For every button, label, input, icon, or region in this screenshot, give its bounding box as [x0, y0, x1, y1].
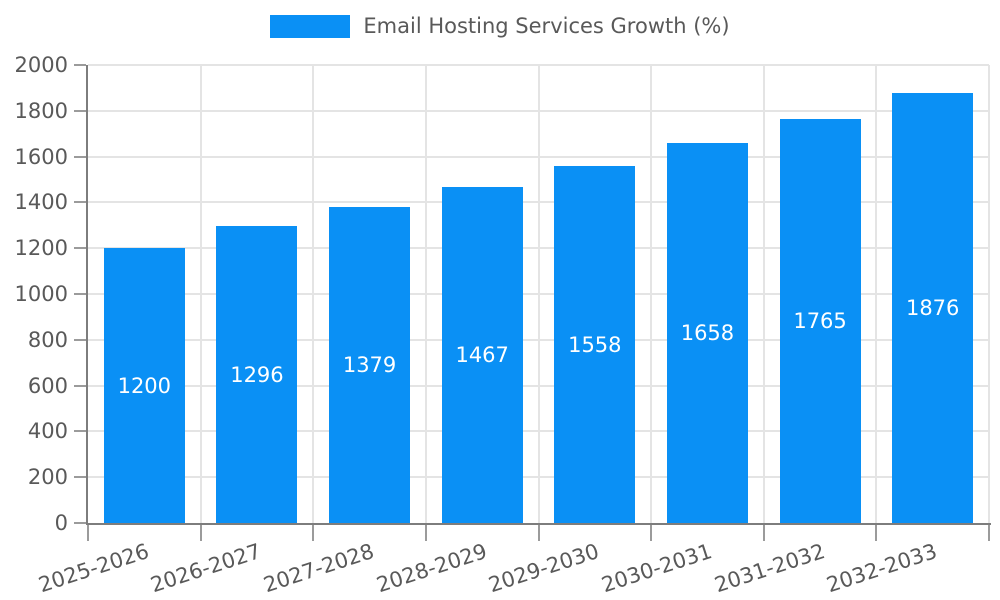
- y-tick: [74, 201, 86, 204]
- y-tick: [74, 338, 86, 341]
- y-tick: [74, 109, 86, 112]
- y-tick-label: 2000: [14, 53, 68, 77]
- y-tick: [74, 430, 86, 433]
- x-tick: [762, 523, 765, 541]
- x-tick: [312, 523, 315, 541]
- v-gridline: [312, 65, 315, 523]
- y-tick: [74, 64, 86, 66]
- bar-value-label: 1765: [793, 309, 847, 333]
- bar: 1379: [329, 207, 411, 523]
- v-gridline: [875, 65, 878, 523]
- y-tick: [74, 155, 86, 158]
- y-axis-spine: [86, 65, 88, 525]
- y-tick: [74, 384, 86, 387]
- y-tick-label: 800: [27, 327, 68, 352]
- x-category-label: 2026-2027: [148, 539, 265, 598]
- bar: 1558: [554, 166, 636, 523]
- x-category-label: 2030-2031: [598, 539, 715, 598]
- bar-value-label: 1379: [342, 353, 397, 377]
- bar: 1467: [441, 187, 523, 523]
- bar-value-label: 1876: [905, 296, 960, 320]
- y-tick: [74, 522, 86, 524]
- v-gridline: [199, 65, 202, 523]
- bar: 1200: [103, 248, 185, 523]
- y-tick-label: 600: [27, 373, 68, 398]
- v-gridline: [988, 65, 990, 523]
- bar-value-label: 1658: [680, 321, 735, 345]
- y-tick-label: 400: [27, 419, 68, 444]
- y-tick: [74, 247, 86, 250]
- legend-label: Email Hosting Services Growth (%): [363, 14, 730, 38]
- bar-value-label: 1558: [568, 332, 622, 357]
- bar: 1296: [216, 226, 298, 523]
- bar: 1658: [666, 143, 748, 523]
- v-gridline: [762, 65, 765, 523]
- v-gridline: [650, 65, 653, 523]
- y-tick-label: 200: [27, 465, 68, 490]
- x-tick: [87, 523, 89, 541]
- y-tick-label: 1200: [14, 236, 68, 261]
- y-tick-label: 1800: [14, 98, 68, 123]
- y-tick-label: 0: [54, 511, 68, 535]
- bar: 1876: [892, 93, 974, 523]
- y-tick-label: 1600: [14, 144, 68, 169]
- x-tick: [537, 523, 540, 541]
- bar-value-label: 1200: [117, 373, 172, 398]
- y-tick: [74, 293, 86, 295]
- y-tick-label: 1000: [14, 282, 68, 306]
- x-tick: [875, 523, 878, 541]
- x-category-label: 2027-2028: [260, 539, 377, 598]
- x-category-label: 2025-2026: [35, 539, 152, 598]
- x-tick: [988, 523, 990, 541]
- x-category-label: 2029-2030: [485, 539, 603, 598]
- bar-value-label: 1467: [455, 343, 509, 367]
- y-tick-label: 1400: [14, 190, 68, 215]
- x-axis-spine: [86, 523, 991, 525]
- legend: Email Hosting Services Growth (%): [0, 14, 1000, 38]
- x-tick: [424, 523, 427, 541]
- bar: 1765: [779, 119, 861, 523]
- bar-value-label: 1296: [230, 362, 284, 387]
- v-gridline: [424, 65, 427, 523]
- plot-area: 0 200 400 600 800 1000 1200 1400 1600 1800 2000 120…: [15, 53, 991, 597]
- x-category-label: 2028-2029: [373, 539, 490, 598]
- y-tick: [74, 476, 86, 479]
- v-gridline: [537, 65, 540, 523]
- x-tick: [199, 523, 202, 541]
- x-tick: [650, 523, 653, 541]
- x-category-label: 2032-2033: [823, 539, 941, 598]
- legend-swatch: [270, 14, 351, 38]
- x-category-label: 2031-2032: [711, 539, 828, 598]
